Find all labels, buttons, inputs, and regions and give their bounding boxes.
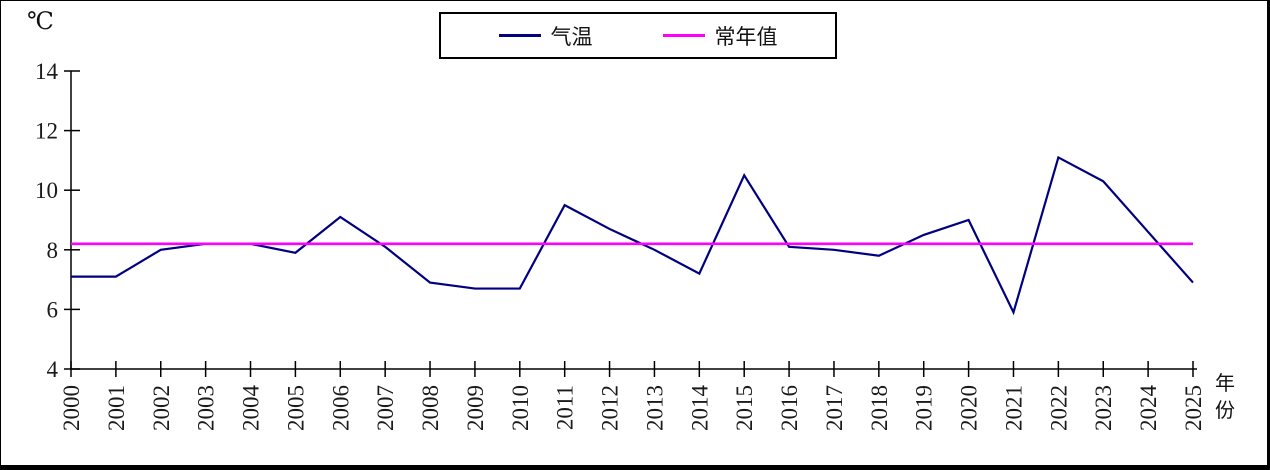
x-tick-label: 2020 bbox=[957, 385, 982, 431]
legend-label-normal-value: 常年值 bbox=[714, 24, 778, 49]
x-tick-label: 2010 bbox=[508, 385, 533, 431]
x-tick-label: 2001 bbox=[104, 385, 129, 431]
x-tick-label: 2002 bbox=[149, 385, 174, 431]
series-line-0 bbox=[71, 155, 1194, 316]
x-tick-label: 2014 bbox=[687, 385, 712, 432]
x-tick-label: 2023 bbox=[1091, 385, 1116, 431]
x-tick-label: 2003 bbox=[194, 385, 219, 431]
x-tick-label: 2017 bbox=[822, 385, 847, 431]
y-axis-unit-label: ℃ bbox=[27, 9, 54, 35]
x-tick-label: 2022 bbox=[1046, 385, 1071, 431]
x-tick-label: 2000 bbox=[59, 385, 84, 431]
x-tick-label: 2019 bbox=[912, 385, 937, 431]
x-tick-label: 2021 bbox=[1001, 385, 1026, 431]
x-axis-title-line1: 年 bbox=[1215, 373, 1235, 395]
legend: 气温 常年值 bbox=[439, 12, 837, 59]
legend-item-temperature: 气温 bbox=[498, 21, 593, 51]
x-tick-label: 2005 bbox=[283, 385, 308, 431]
y-tick-label: 14 bbox=[35, 59, 59, 84]
x-tick-label: 2024 bbox=[1136, 385, 1161, 432]
normal-value-line-swatch bbox=[662, 34, 705, 37]
legend-item-normal-value: 常年值 bbox=[662, 21, 778, 51]
y-tick-label: 12 bbox=[35, 119, 58, 144]
x-tick-label: 2004 bbox=[239, 385, 264, 432]
legend-label-temperature: 气温 bbox=[550, 24, 593, 49]
y-tick-label: 8 bbox=[47, 238, 59, 263]
y-tick-label: 4 bbox=[47, 357, 59, 382]
x-tick-label: 2009 bbox=[463, 385, 488, 431]
x-tick-label: 2008 bbox=[418, 385, 443, 431]
x-tick-label: 2025 bbox=[1181, 385, 1206, 431]
y-tick-label: 10 bbox=[35, 178, 58, 203]
temperature-line-swatch bbox=[498, 34, 541, 37]
x-tick-label: 2015 bbox=[732, 385, 757, 431]
x-tick-label: 2013 bbox=[642, 385, 667, 431]
x-tick-label: 2007 bbox=[373, 385, 398, 431]
x-axis-title: 年 份 bbox=[1213, 371, 1237, 425]
x-tick-label: 2016 bbox=[777, 385, 802, 431]
x-tick-label: 2006 bbox=[328, 385, 353, 431]
y-tick-label: 6 bbox=[47, 297, 59, 322]
x-tick-label: 2012 bbox=[598, 385, 623, 431]
x-tick-label: 2018 bbox=[867, 385, 892, 431]
x-tick-label: 2011 bbox=[553, 385, 578, 430]
x-axis-title-line2: 份 bbox=[1215, 400, 1235, 422]
